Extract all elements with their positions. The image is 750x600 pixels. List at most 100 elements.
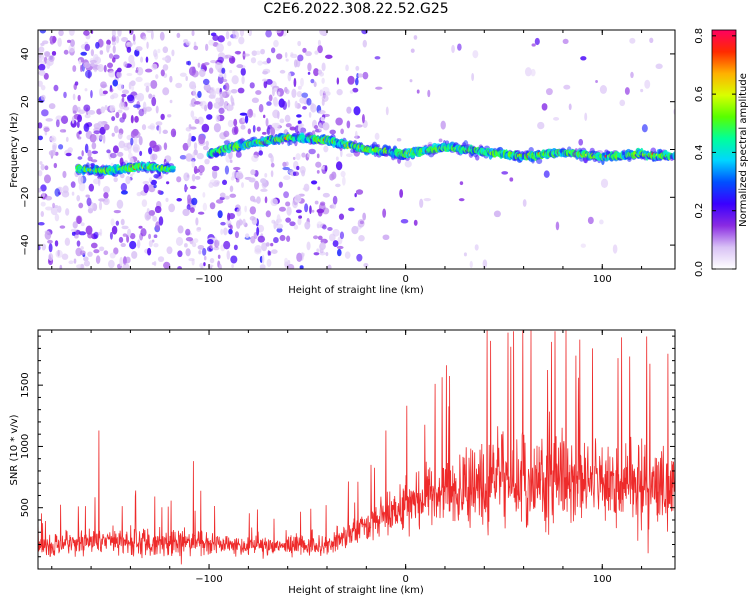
noise-speckle (145, 56, 149, 63)
noise-speckle (155, 121, 163, 126)
noise-speckle (141, 124, 147, 131)
noise-speckle (83, 62, 91, 69)
noise-speckle (268, 153, 273, 159)
noise-speckle (335, 117, 343, 126)
snr-data (38, 330, 675, 565)
noise-speckle (229, 69, 233, 74)
noise-speckle (70, 39, 75, 47)
noise-speckle (276, 218, 283, 223)
noise-speckle (190, 98, 197, 107)
noise-speckle (127, 228, 132, 238)
noise-speckle (38, 135, 43, 141)
noise-speckle (323, 145, 329, 153)
noise-speckle (88, 183, 95, 192)
noise-speckle (189, 207, 195, 214)
noise-speckle (43, 72, 49, 80)
noise-speckle (644, 79, 651, 89)
noise-speckle (451, 44, 455, 54)
spectrogram-y-tick-label: 20 (20, 95, 31, 108)
noise-speckle (80, 51, 88, 56)
noise-speckle (328, 233, 336, 242)
noise-speckle (277, 111, 280, 120)
noise-speckle (227, 41, 232, 47)
noise-speckle (266, 101, 272, 106)
noise-speckle (125, 256, 131, 264)
noise-speckle (118, 101, 126, 110)
noise-speckle (203, 62, 210, 66)
noise-speckle (382, 234, 390, 241)
noise-speckle (109, 252, 116, 259)
noise-speckle (84, 113, 91, 119)
noise-speckle (347, 75, 355, 85)
spectrogram-y-tick-label: −40 (20, 235, 31, 256)
noise-speckle (459, 181, 464, 186)
noise-speckle (251, 97, 259, 103)
noise-speckle (316, 248, 320, 253)
noise-speckle (259, 264, 266, 269)
noise-speckle (256, 126, 261, 132)
noise-speckle (223, 240, 231, 250)
noise-speckle (143, 107, 147, 115)
noise-speckle (374, 132, 380, 140)
noise-speckle (44, 231, 52, 240)
noise-speckle (185, 127, 192, 132)
noise-speckle (357, 73, 364, 78)
noise-speckle (640, 88, 644, 93)
noise-speckle (563, 84, 571, 90)
noise-speckle (53, 84, 59, 92)
noise-speckle (241, 75, 245, 85)
noise-speckle (162, 129, 168, 135)
noise-speckle (83, 123, 90, 132)
colorbar-tick-label: 0.2 (694, 203, 705, 219)
noise-speckle (155, 105, 159, 114)
noise-speckle (118, 140, 126, 149)
noise-speckle (98, 198, 106, 202)
noise-speckle (38, 70, 46, 76)
noise-speckle (270, 198, 278, 207)
noise-speckle (167, 114, 172, 118)
noise-speckle (231, 170, 238, 179)
noise-speckle (358, 235, 365, 242)
noise-speckle (48, 150, 56, 157)
noise-speckle (41, 192, 46, 198)
noise-speckle (143, 184, 149, 194)
noise-speckle (284, 114, 291, 123)
noise-speckle (268, 251, 272, 256)
noise-speckle (287, 259, 291, 265)
noise-speckle (218, 107, 225, 114)
noise-speckle (152, 144, 160, 153)
noise-speckle (150, 30, 154, 40)
noise-speckle (340, 170, 346, 178)
noise-speckle (270, 162, 275, 168)
noise-speckle (218, 73, 224, 78)
noise-speckle (163, 142, 168, 151)
noise-speckle (335, 161, 343, 171)
spectrogram-x-axis-label: Height of straight line (km) (288, 285, 424, 296)
noise-speckle (239, 112, 248, 116)
noise-speckle (355, 77, 359, 86)
noise-speckle (271, 219, 276, 224)
noise-speckle (121, 93, 127, 98)
noise-speckle (251, 50, 258, 57)
noise-speckle (235, 178, 240, 183)
colorbar-tick-label: 0.8 (694, 28, 705, 44)
noise-speckle (45, 195, 53, 201)
noise-speckle (273, 39, 279, 48)
noise-speckle (321, 98, 325, 106)
noise-speckle (568, 103, 572, 111)
noise-speckle (375, 86, 383, 90)
snr-ticks: −100 0 100 500 1000 1500 (20, 330, 675, 585)
noise-speckle (54, 213, 60, 222)
noise-speckle (197, 90, 202, 99)
noise-speckle (240, 124, 246, 130)
noise-speckle (44, 165, 49, 171)
noise-speckle (83, 260, 91, 267)
noise-speckle (313, 235, 319, 240)
noise-speckle (336, 77, 340, 85)
noise-speckle (84, 70, 93, 78)
noise-speckle (313, 124, 319, 130)
noise-speckle (103, 192, 109, 199)
noise-speckle (346, 106, 352, 114)
noise-speckle (286, 206, 292, 216)
noise-speckle (215, 61, 223, 71)
